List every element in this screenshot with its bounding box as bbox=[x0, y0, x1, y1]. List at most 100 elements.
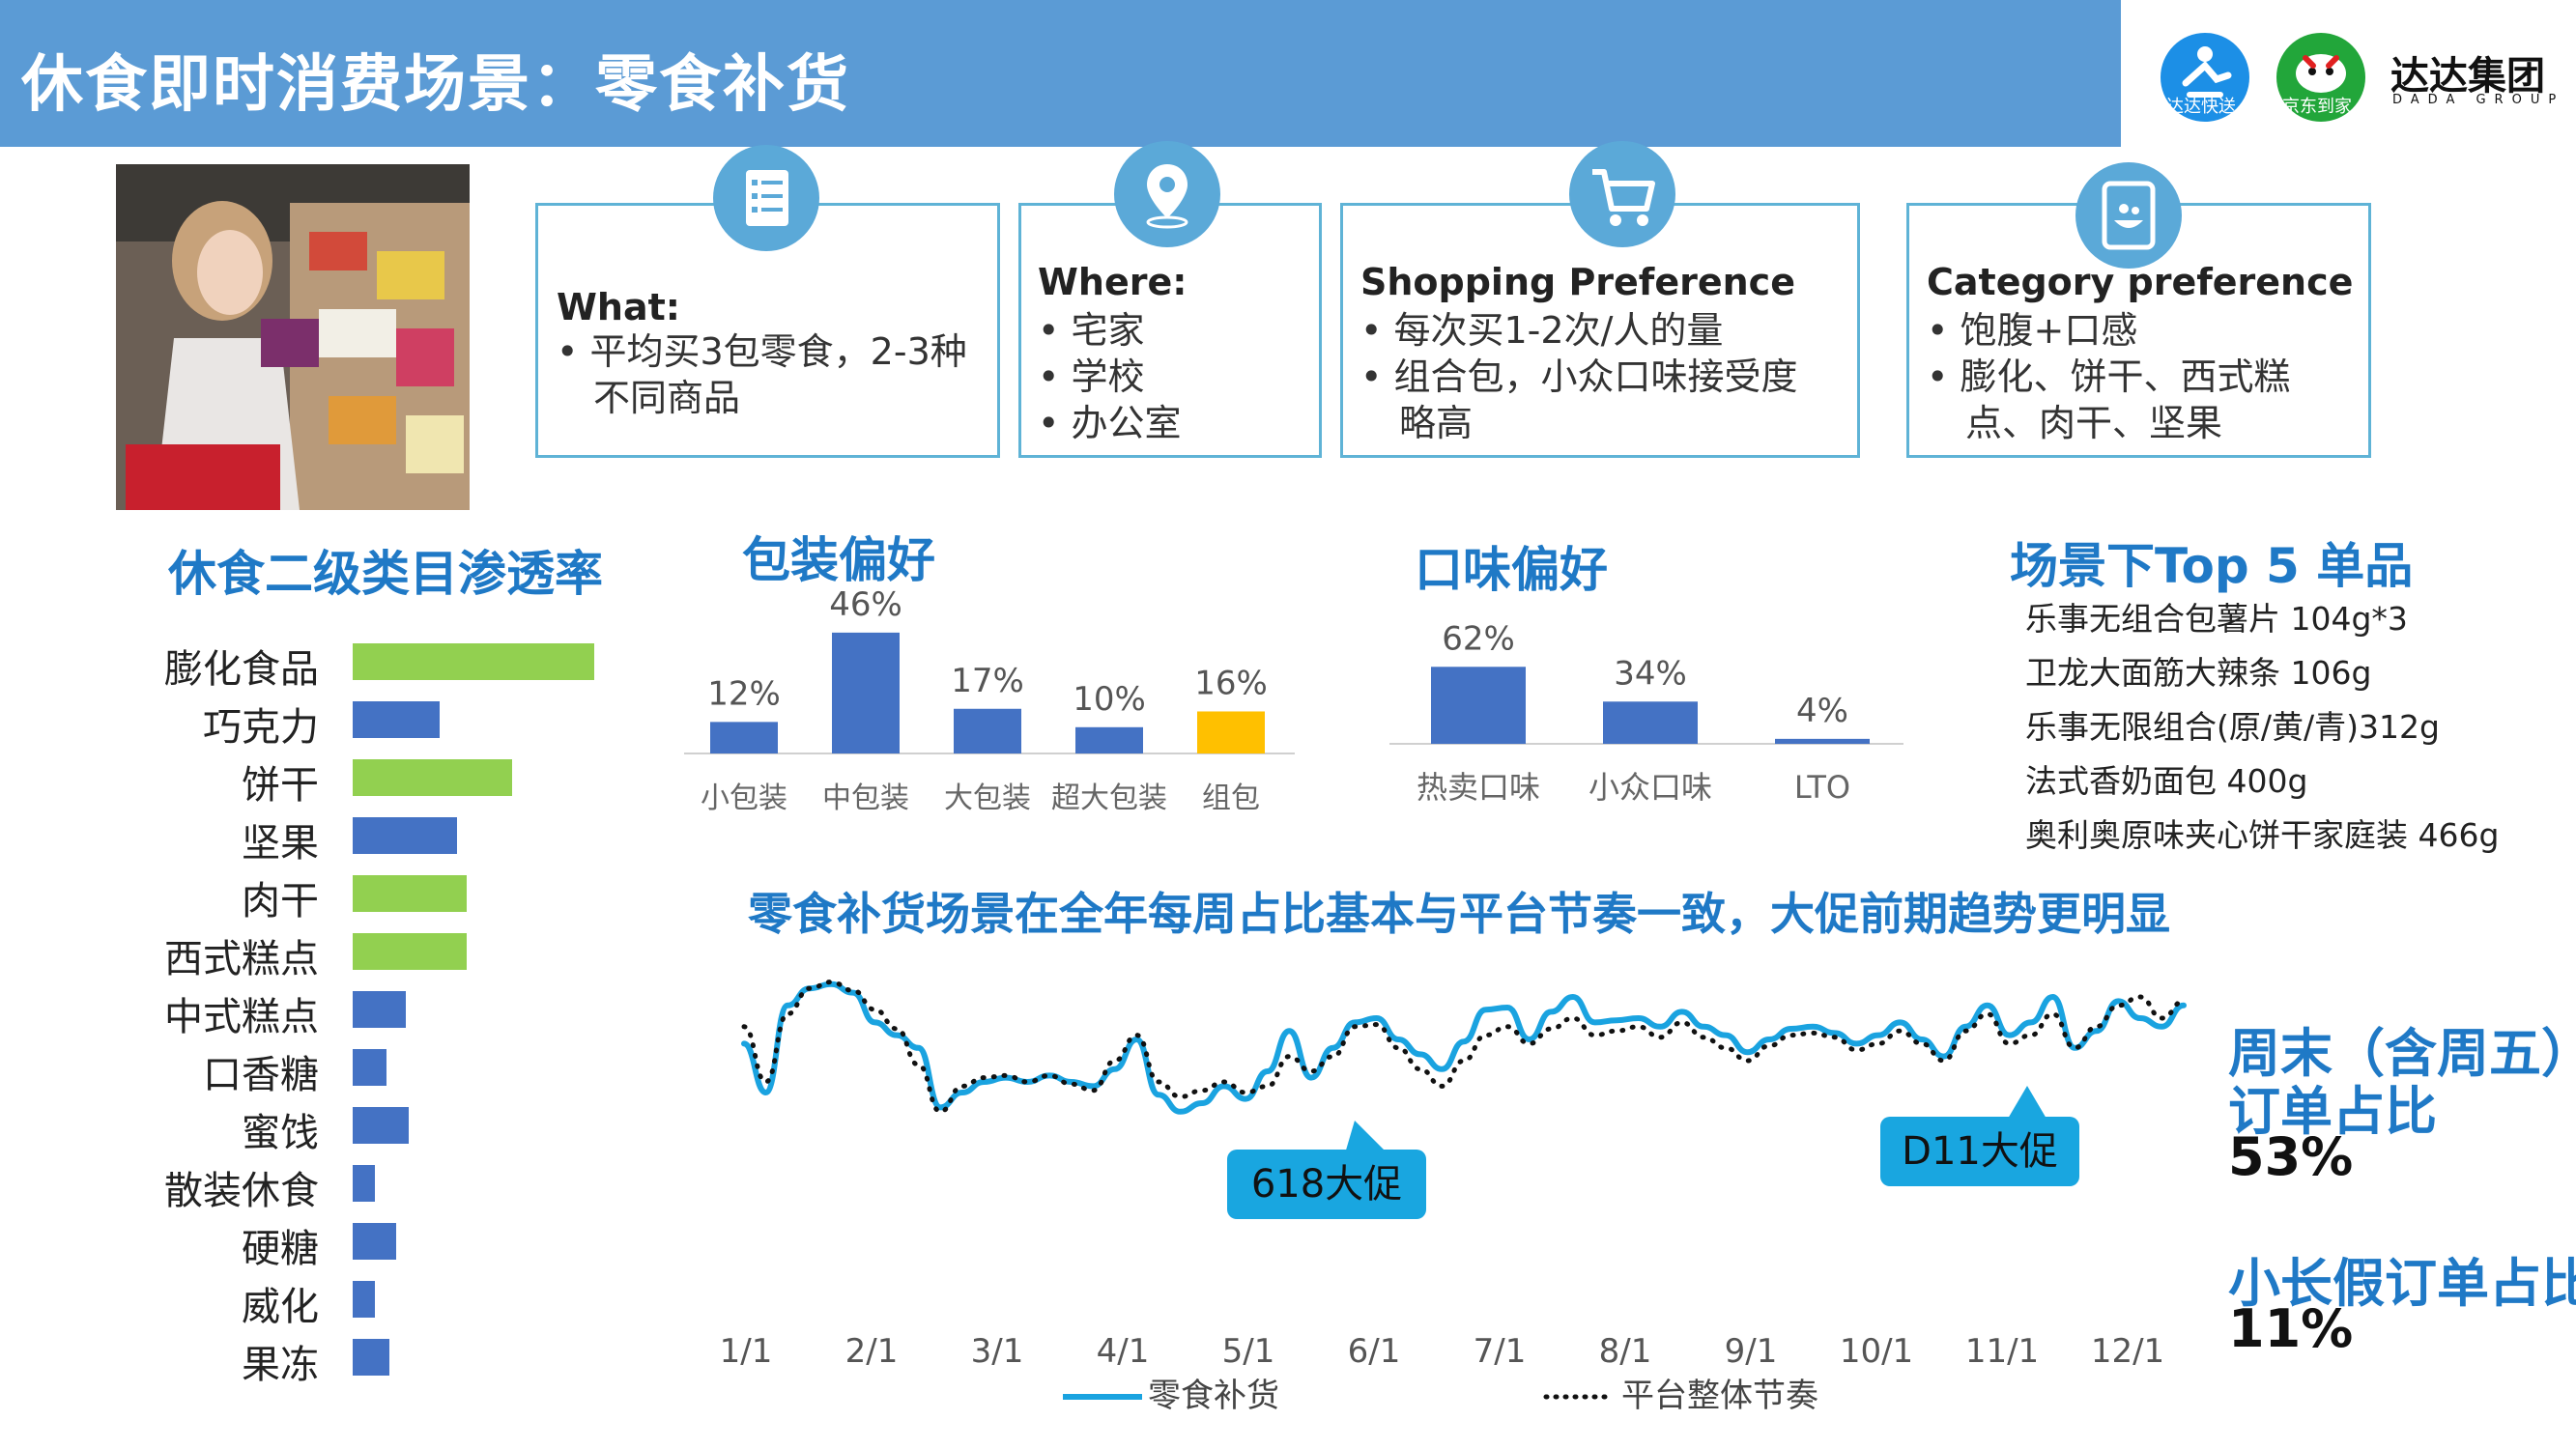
penetration-label: 蜜饯 bbox=[242, 1111, 319, 1155]
what-card-item: • 平均买3包零食，2-3种 bbox=[557, 330, 967, 373]
penetration-bar bbox=[353, 1049, 386, 1086]
bar bbox=[1075, 726, 1143, 753]
data-label: 16% bbox=[1194, 664, 1268, 702]
data-label: 4% bbox=[1796, 692, 1848, 730]
what-card-item: 不同商品 bbox=[593, 377, 741, 419]
weekend-share-value: 53% bbox=[2228, 1126, 2354, 1187]
trend-chart: 1/1 2/1 3/1 4/1 5/1 6/1 7/1 8/1 9/1 10/1 11/1 12/1 零… bbox=[720, 980, 2187, 1415]
data-label: 12% bbox=[707, 674, 781, 713]
category-preference-title: Category preference bbox=[1927, 261, 2354, 303]
penetration-bar bbox=[353, 1281, 375, 1318]
x-tick-label: 6/1 bbox=[1348, 1332, 1401, 1371]
holiday-share-label: 小长假订单占比 bbox=[2228, 1253, 2576, 1314]
phone-food-icon bbox=[2075, 162, 2182, 269]
penetration-bar bbox=[353, 1165, 375, 1202]
x-tick-label: 5/1 bbox=[1222, 1332, 1275, 1371]
category-label: 组包 bbox=[1202, 781, 1260, 815]
callout-d11: D11大促 bbox=[1880, 1117, 2079, 1186]
data-label: 17% bbox=[951, 662, 1024, 700]
holiday-share-value: 11% bbox=[2228, 1298, 2354, 1359]
x-tick-label: 7/1 bbox=[1474, 1332, 1527, 1371]
penetration-bar bbox=[353, 643, 594, 680]
penetration-bar bbox=[353, 991, 406, 1028]
x-tick-label: 10/1 bbox=[1840, 1332, 1913, 1371]
series-line bbox=[741, 980, 2187, 1115]
shopping-preference-title: Shopping Preference bbox=[1360, 261, 1795, 303]
penetration-label: 膨化食品 bbox=[164, 647, 319, 692]
category-preference-item: 点、肉干、坚果 bbox=[1965, 402, 2223, 444]
category-preference-item: • 饱腹+口感 bbox=[1927, 309, 2138, 352]
x-tick-label: 4/1 bbox=[1097, 1332, 1150, 1371]
penetration-bar bbox=[353, 701, 440, 738]
penetration-bar bbox=[353, 759, 512, 796]
penetration-label: 中式糕点 bbox=[164, 995, 319, 1039]
callout-618-pointer bbox=[1345, 1121, 1388, 1153]
data-label: 10% bbox=[1073, 680, 1146, 719]
x-tick-label: 3/1 bbox=[971, 1332, 1024, 1371]
dada-group-logo-text: 达达集团 bbox=[2390, 54, 2545, 99]
top5-item: 乐事无组合包薯片 104g*3 bbox=[2025, 600, 2408, 638]
bar bbox=[1431, 667, 1526, 744]
flavor-title: 口味偏好 bbox=[1415, 542, 1608, 598]
shopping-cart-icon bbox=[1569, 141, 1675, 247]
dada-express-logo bbox=[2161, 33, 2249, 122]
data-label: 46% bbox=[829, 589, 902, 624]
category-label: 小众口味 bbox=[1589, 769, 1712, 806]
callout-d11-pointer bbox=[2008, 1086, 2046, 1119]
bar bbox=[1775, 738, 1870, 744]
trend-title: 零食补货场景在全年每周占比基本与平台节奏一致，大促前期趋势更明显 bbox=[748, 888, 2170, 940]
penetration-bar bbox=[353, 1107, 409, 1144]
category-label: 热卖口味 bbox=[1417, 769, 1540, 806]
penetration-title: 休食二级类目渗透率 bbox=[168, 546, 603, 602]
penetration-label: 硬糖 bbox=[242, 1227, 319, 1271]
penetration-bar bbox=[353, 1339, 389, 1376]
penetration-label: 散装休食 bbox=[164, 1169, 319, 1213]
bar bbox=[710, 722, 778, 753]
x-tick-label: 2/1 bbox=[845, 1332, 899, 1371]
top5-title: 场景下Top 5 单品 bbox=[2010, 538, 2414, 594]
shopper-photo bbox=[116, 164, 470, 510]
weekend-share-label: 周末（含周五） bbox=[2228, 1023, 2576, 1084]
penetration-bar bbox=[353, 875, 467, 912]
data-label: 62% bbox=[1442, 619, 1515, 658]
bar bbox=[1603, 701, 1698, 744]
x-tick-label: 1/1 bbox=[720, 1332, 773, 1371]
legend-label: 平台整体节奏 bbox=[1621, 1377, 1818, 1415]
penetration-bar bbox=[353, 933, 467, 970]
where-card-item: • 学校 bbox=[1038, 355, 1145, 398]
where-card-item: • 办公室 bbox=[1038, 402, 1182, 444]
penetration-label: 口香糖 bbox=[203, 1053, 319, 1097]
penetration-label: 西式糕点 bbox=[164, 937, 319, 981]
penetration-label: 肉干 bbox=[242, 879, 319, 923]
x-tick-label: 12/1 bbox=[2091, 1332, 2164, 1371]
category-label: 超大包装 bbox=[1051, 781, 1167, 815]
page-title: 休食即时消费场景：零食补货 bbox=[21, 49, 850, 121]
shopping-preference-item: • 组合包，小众口味接受度 bbox=[1360, 355, 1798, 398]
x-tick-label: 11/1 bbox=[1965, 1332, 2039, 1371]
header-bar bbox=[0, 0, 2121, 147]
what-card-title: What: bbox=[557, 286, 680, 328]
shopping-preference-item: 略高 bbox=[1399, 402, 1474, 444]
top5-item: 卫龙大面筋大辣条 106g bbox=[2025, 654, 2372, 692]
penetration-label: 坚果 bbox=[242, 821, 319, 866]
dada-express-caption: 达达快送 bbox=[2166, 97, 2236, 117]
jd-daojia-caption: 京东到家 bbox=[2282, 97, 2352, 117]
dada-group-logo-subtext: DADA GROUP bbox=[2392, 93, 2565, 107]
callout-618: 618大促 bbox=[1227, 1150, 1426, 1219]
data-label: 34% bbox=[1614, 654, 1687, 693]
bar bbox=[832, 632, 900, 753]
penetration-label: 饼干 bbox=[242, 763, 319, 808]
weekend-share-label-2: 订单占比 bbox=[2228, 1081, 2437, 1142]
jd-daojia-logo bbox=[2276, 33, 2365, 122]
list-icon bbox=[713, 145, 819, 251]
packaging-title: 包装偏好 bbox=[742, 532, 935, 588]
penetration-label: 果冻 bbox=[242, 1343, 319, 1387]
penetration-label: 威化 bbox=[242, 1285, 319, 1329]
bar bbox=[1197, 711, 1265, 753]
where-card-item: • 宅家 bbox=[1038, 309, 1145, 352]
top5-item: 乐事无限组合(原/黄/青)312g bbox=[2025, 708, 2440, 746]
where-card-title: Where: bbox=[1038, 261, 1188, 303]
bar bbox=[954, 708, 1021, 753]
location-pin-icon bbox=[1114, 141, 1220, 247]
category-label: 大包装 bbox=[944, 781, 1031, 815]
